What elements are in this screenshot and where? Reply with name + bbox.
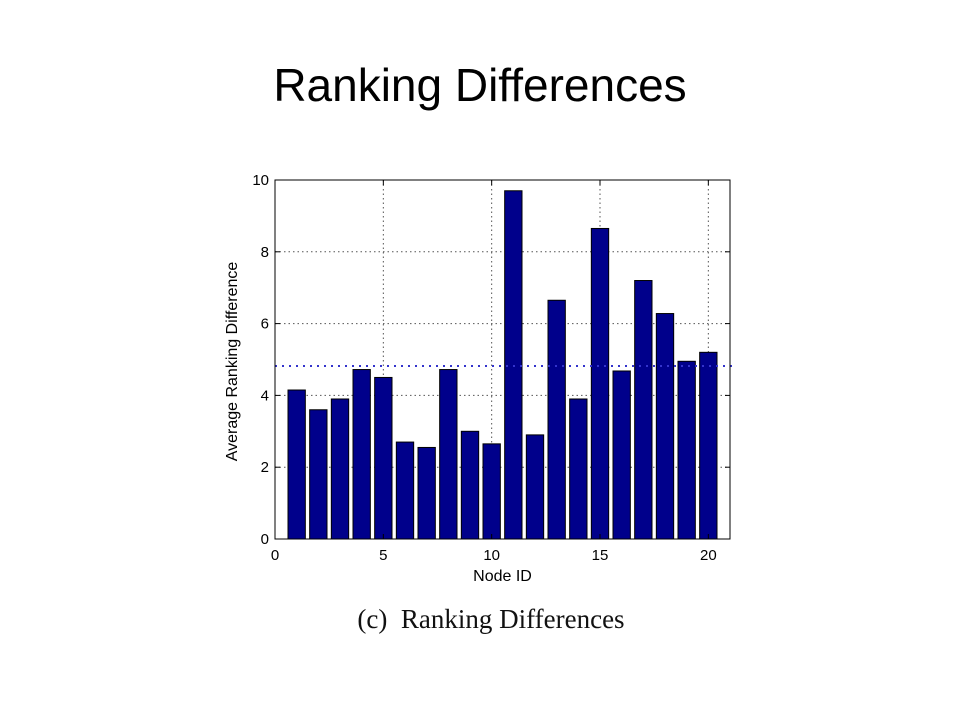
bar-node-9 bbox=[460, 430, 480, 540]
bar-node-18 bbox=[655, 313, 675, 540]
bar-node-16 bbox=[612, 370, 631, 540]
bar-node-4 bbox=[352, 369, 371, 540]
y-axis-label: Average Ranking Difference bbox=[224, 262, 241, 462]
slide-title: Ranking Differences bbox=[273, 59, 687, 111]
y-tick-label: 10 bbox=[252, 172, 269, 189]
bar-node-10 bbox=[482, 443, 501, 540]
x-tick-label: 5 bbox=[379, 547, 387, 564]
x-tick-label: 0 bbox=[271, 547, 279, 564]
bar-node-13 bbox=[547, 299, 566, 540]
bar-node-15 bbox=[590, 227, 610, 540]
y-tick-label: 2 bbox=[261, 459, 269, 476]
y-tick-label: 6 bbox=[261, 316, 269, 333]
bar-node-14 bbox=[569, 398, 588, 540]
figure-caption: (c) Ranking Differences bbox=[357, 604, 624, 634]
x-axis-label: Node ID bbox=[473, 568, 532, 585]
bar-node-17 bbox=[634, 280, 653, 540]
bar-node-12 bbox=[525, 434, 545, 540]
bar-node-3 bbox=[330, 398, 350, 540]
axis-ticks: 0 5 10 15 20 0 2 4 6 8 10 bbox=[252, 172, 730, 564]
y-tick-label: 8 bbox=[261, 244, 269, 261]
bar-node-5 bbox=[374, 376, 393, 540]
bar-node-11 bbox=[504, 190, 523, 540]
bar-node-19 bbox=[677, 360, 696, 540]
bar-node-1 bbox=[287, 389, 306, 540]
plot-frame bbox=[274, 179, 731, 540]
x-tick-label: 15 bbox=[592, 547, 609, 564]
bar-node-20 bbox=[699, 351, 718, 540]
bar-node-7 bbox=[417, 446, 436, 540]
y-tick-label: 0 bbox=[261, 531, 269, 548]
bar-node-2 bbox=[309, 409, 328, 540]
bar-node-6 bbox=[395, 441, 415, 540]
x-tick-label: 10 bbox=[483, 547, 500, 564]
bar-node-8 bbox=[439, 369, 458, 540]
bars bbox=[287, 190, 718, 540]
x-tick-label: 20 bbox=[700, 547, 717, 564]
y-tick-label: 4 bbox=[261, 387, 269, 404]
